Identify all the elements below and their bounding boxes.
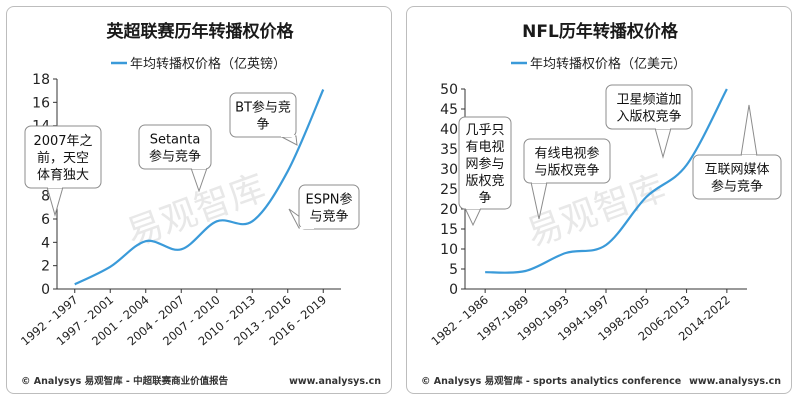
footer-source: © Analysys 易观智库 - sports analytics confe… — [421, 375, 681, 387]
callout-text: 版权竞 — [465, 173, 504, 189]
y-tick-label: 10 — [440, 242, 458, 258]
y-tick-label: 4 — [41, 235, 50, 251]
y-tick-label: 16 — [32, 95, 50, 111]
y-tick-label: 6 — [41, 212, 50, 228]
y-tick-label: 20 — [440, 202, 458, 218]
callout-box — [298, 184, 360, 230]
callout-text: 有电视 — [465, 140, 504, 155]
callout-box — [138, 124, 212, 170]
y-tick-label: 45 — [440, 102, 458, 118]
y-tick-label: 2 — [41, 259, 50, 275]
y-tick-label: 0 — [449, 282, 458, 298]
y-tick-label: 15 — [440, 222, 458, 238]
callout-tail — [464, 207, 482, 227]
callout-box — [458, 116, 512, 210]
y-tick-label: 8 — [41, 189, 50, 205]
chart-title: NFL历年转播权价格 — [522, 21, 679, 42]
callout-text: 参与竞争 — [711, 179, 763, 195]
nfl-chart: NFL历年转播权价格 年均转播权价格（亿美元） 易观智库 © Analysys … — [421, 21, 782, 387]
epl-chart-panel: 英超联赛历年转播权价格 年均转播权价格（亿英镑） 易观智库 © Analysys… — [6, 6, 392, 394]
y-tick-label: 30 — [440, 162, 458, 178]
footer-url: www.analysys.cn — [289, 376, 381, 387]
y-tick-label: 18 — [32, 72, 50, 88]
callout-text: 争 — [478, 191, 491, 206]
callout-text: 几乎只 — [465, 123, 504, 138]
callout-text: BT参与竞 — [235, 100, 291, 116]
callout-box — [24, 125, 102, 189]
y-tick-label: 35 — [440, 142, 458, 158]
callout-text: 争 — [256, 118, 269, 133]
callout-text: 网参与 — [465, 156, 504, 172]
callout-box — [523, 138, 611, 184]
callout-text: 卫星频道加 — [616, 93, 681, 108]
y-tick-label: 25 — [440, 182, 458, 198]
callout-box — [605, 84, 693, 130]
callout-tail — [740, 104, 758, 157]
legend-entry: 年均转播权价格（亿英镑） — [130, 56, 286, 72]
chart-title: 英超联赛历年转播权价格 — [107, 21, 295, 42]
callout-text: 体育独大 — [37, 167, 89, 183]
legend-entry: 年均转播权价格（亿美元） — [530, 56, 686, 72]
callout-box — [692, 154, 782, 200]
callout-text: 前，天空 — [37, 150, 89, 166]
nfl-chart-panel: NFL历年转播权价格 年均转播权价格（亿美元） 易观智库 © Analysys … — [406, 6, 792, 394]
callout-text: 参与竞争 — [149, 149, 201, 165]
callout-text: 互联网媒体 — [704, 163, 769, 178]
callout-text: 入版权竞争 — [616, 109, 681, 125]
callout-text: 有线电视参 — [534, 146, 599, 162]
callout-text: 与竞争 — [309, 209, 348, 225]
callout-box — [229, 92, 297, 138]
callout-text: 2007年之 — [33, 134, 92, 149]
y-tick-label: 40 — [440, 122, 458, 138]
footer-source: © Analysys 易观智库 - 中超联赛商业价值报告 — [21, 375, 229, 387]
epl-chart: 英超联赛历年转播权价格 年均转播权价格（亿英镑） 易观智库 © Analysys… — [18, 21, 381, 387]
callout-text: ESPN参 — [305, 192, 352, 208]
y-tick-label: 0 — [41, 282, 50, 298]
y-tick-label: 5 — [449, 262, 458, 278]
callout-text: 与版权竞争 — [534, 163, 599, 179]
callout-text: Setanta — [150, 133, 201, 148]
footer-url: www.analysys.cn — [689, 376, 781, 387]
y-tick-label: 50 — [440, 82, 458, 98]
callout-tail — [654, 127, 672, 159]
series-line — [485, 88, 728, 274]
